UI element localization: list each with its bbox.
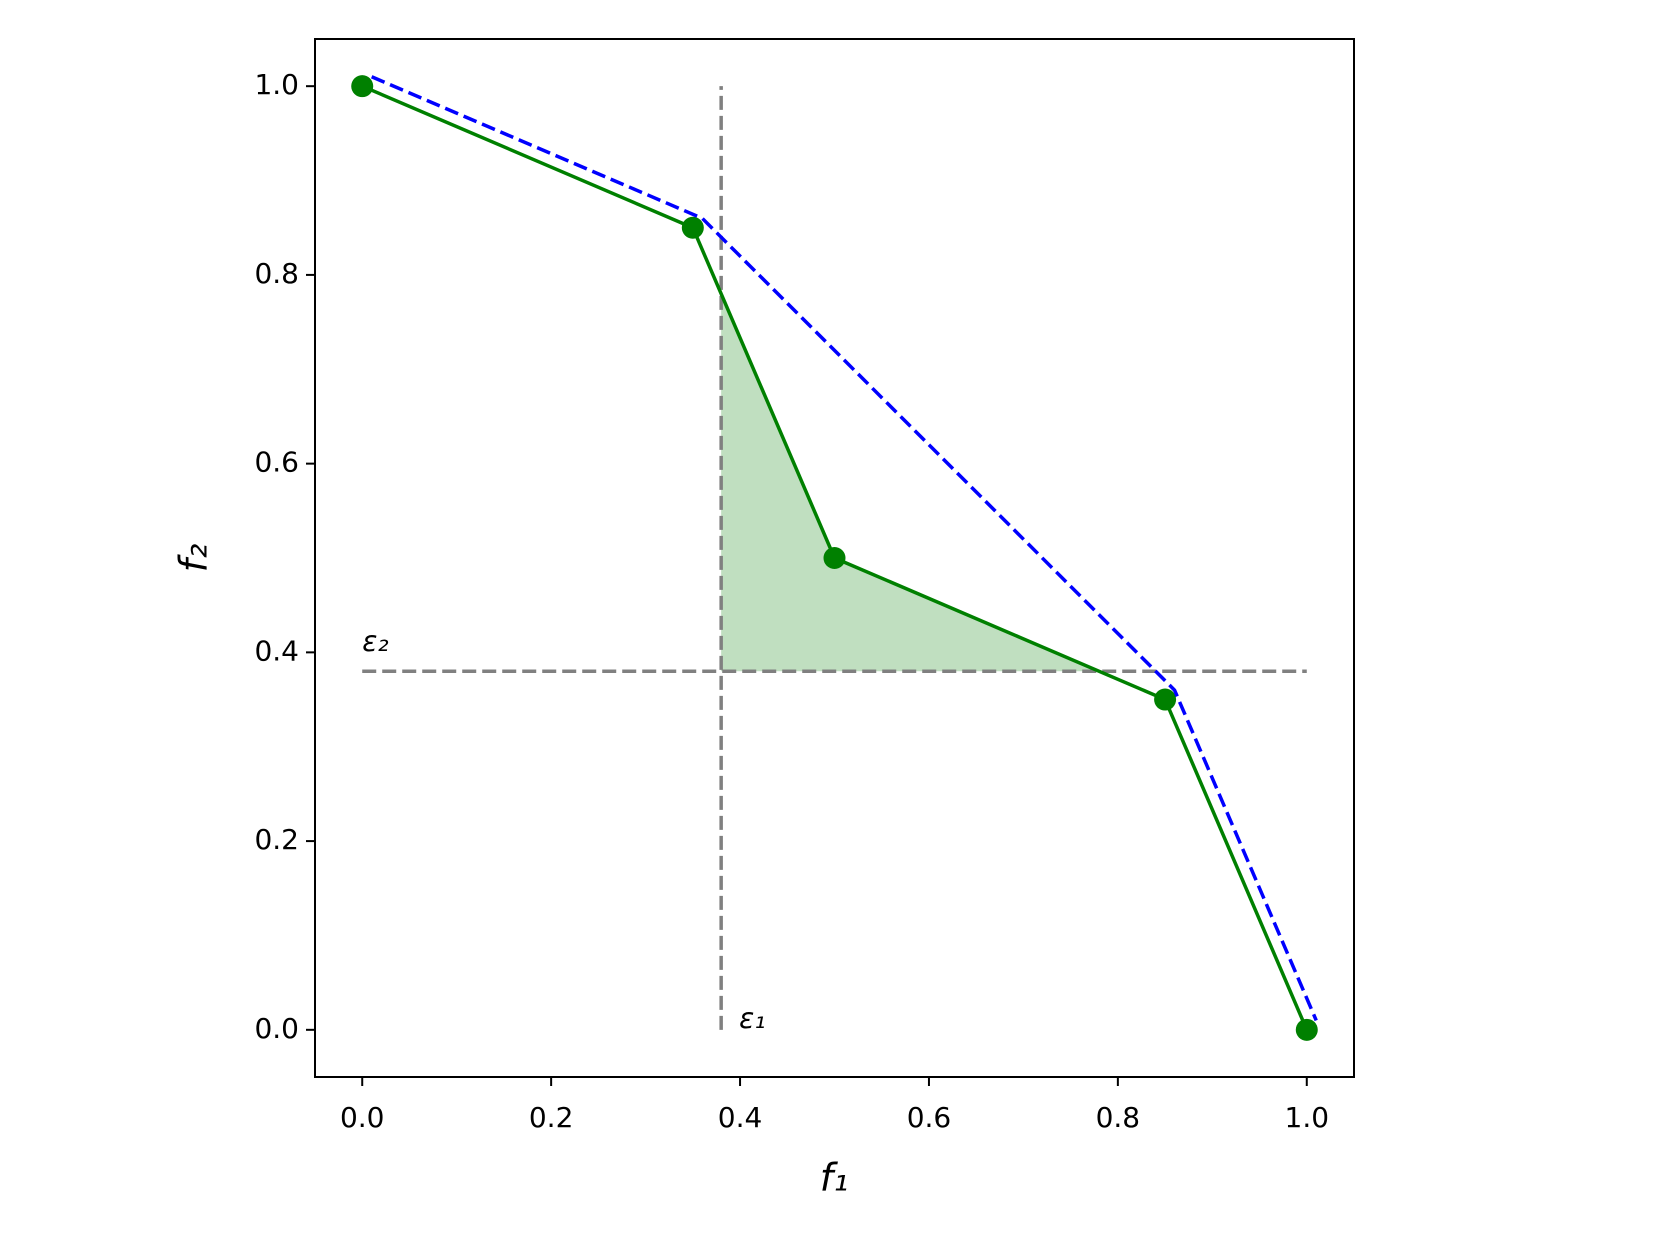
y-tick-label: 0.8 [254,257,299,290]
x-tick-label: 1.0 [1285,1101,1330,1134]
filled-region [721,293,1099,672]
point [351,75,374,98]
x-tick-label: 0.0 [340,1101,385,1134]
y-axis-label: f₂ [172,544,216,573]
point [1295,1018,1318,1041]
x-tick-label: 0.4 [718,1101,763,1134]
threshold-label: ε₂ [362,625,388,658]
y-tick-label: 1.0 [254,68,299,101]
y-tick-label: 0.4 [254,634,299,667]
x-tick-label: 0.2 [529,1101,574,1134]
series-line [370,75,1318,1022]
x-tick-label: 0.6 [907,1101,952,1134]
point [823,547,846,569]
x-axis-label: f₁ [820,1156,849,1200]
point [681,216,704,239]
point [1154,688,1177,711]
x-tick-label: 0.8 [1096,1101,1141,1134]
y-tick-label: 0.6 [254,446,299,479]
y-tick-label: 0.0 [254,1012,299,1045]
plot-frame [314,38,1355,1078]
threshold-label: ε₁ [739,1002,765,1035]
y-tick-label: 0.2 [254,823,299,856]
